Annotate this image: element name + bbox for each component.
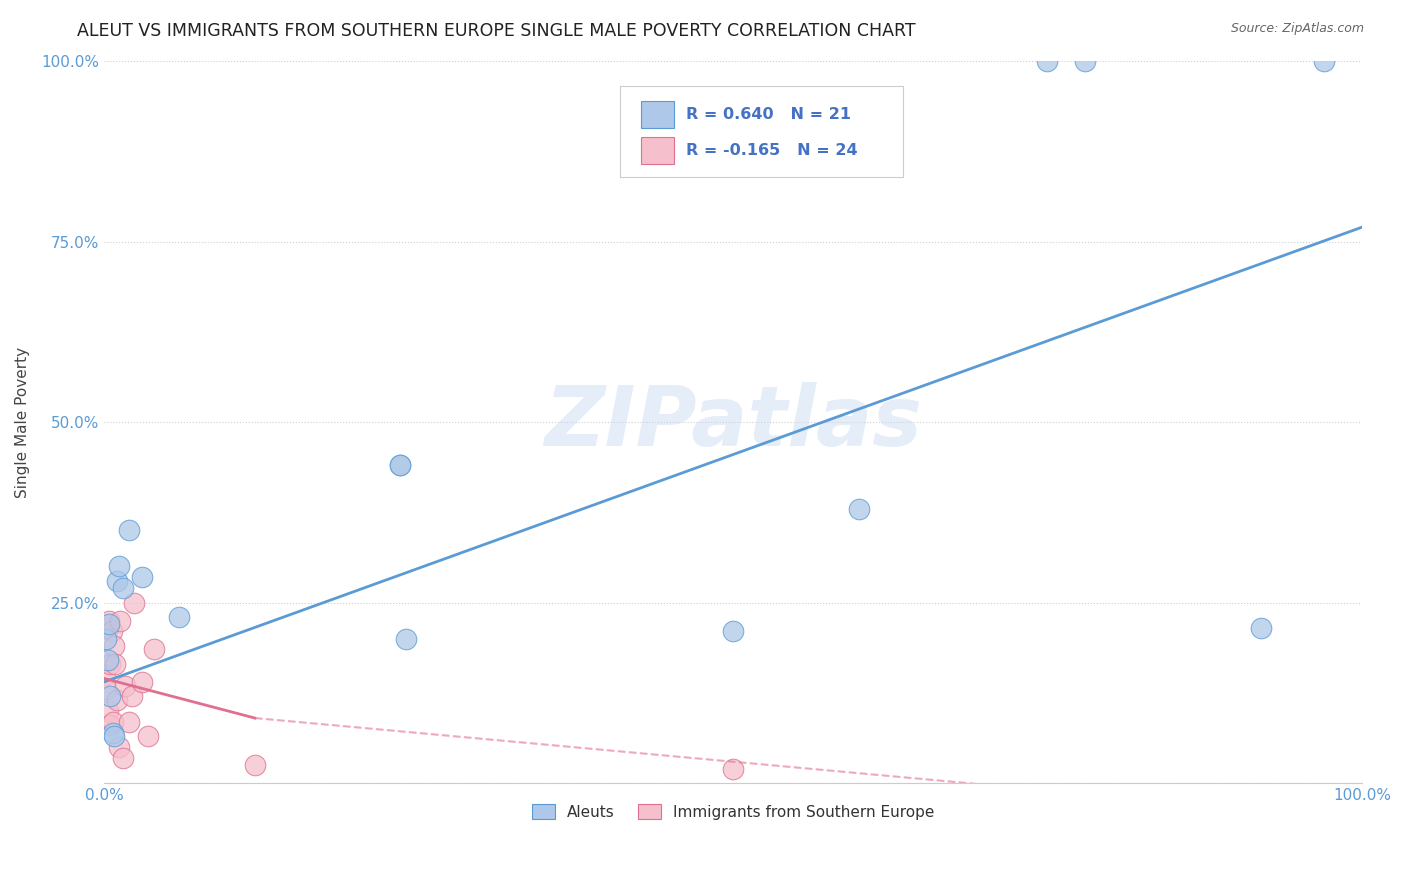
Point [111, 751, 134, 765]
Point [105, 574, 128, 588]
Point [143, 642, 166, 657]
Point [721, 762, 744, 776]
Point [395, 632, 418, 646]
Point [97, 704, 120, 718]
Text: Source: ZipAtlas.com: Source: ZipAtlas.com [1230, 22, 1364, 36]
Point [131, 675, 153, 690]
Point [96, 682, 118, 697]
Point [388, 458, 411, 473]
Point [97, 621, 120, 635]
Point [1313, 54, 1336, 69]
Point [103, 639, 125, 653]
Point [108, 739, 131, 754]
Point [101, 714, 124, 729]
Point [1074, 54, 1097, 69]
Point [118, 524, 141, 538]
Y-axis label: Single Male Poverty: Single Male Poverty [15, 346, 30, 498]
Point [131, 570, 153, 584]
Point [243, 758, 266, 772]
Text: R = -0.165   N = 24: R = -0.165 N = 24 [686, 143, 858, 158]
Point [118, 714, 141, 729]
Bar [641, 137, 673, 164]
Point [388, 458, 411, 473]
Point [848, 501, 870, 516]
Point [1250, 621, 1272, 635]
Point [104, 657, 127, 671]
Point [98, 617, 121, 632]
FancyBboxPatch shape [620, 87, 903, 177]
Point [108, 559, 131, 574]
Point [110, 614, 132, 628]
Point [105, 693, 128, 707]
Point [169, 610, 191, 624]
Point [136, 729, 159, 743]
Point [121, 690, 143, 704]
Point [122, 596, 145, 610]
Point [98, 718, 121, 732]
Point [114, 679, 136, 693]
Point [100, 624, 122, 639]
Text: R = 0.640   N = 21: R = 0.640 N = 21 [686, 107, 852, 122]
Point [1036, 54, 1059, 69]
Point [111, 581, 134, 595]
Point [101, 725, 124, 739]
Point [98, 614, 121, 628]
Point [103, 729, 125, 743]
Point [98, 657, 121, 671]
Legend: Aleuts, Immigrants from Southern Europe: Aleuts, Immigrants from Southern Europe [526, 797, 941, 826]
Point [97, 653, 120, 667]
Point [94, 667, 117, 681]
Point [721, 624, 744, 639]
Point [96, 632, 118, 646]
Text: ZIPatlas: ZIPatlas [544, 382, 922, 463]
Text: ALEUT VS IMMIGRANTS FROM SOUTHERN EUROPE SINGLE MALE POVERTY CORRELATION CHART: ALEUT VS IMMIGRANTS FROM SOUTHERN EUROPE… [77, 22, 915, 40]
Bar [641, 101, 673, 128]
Point [98, 690, 121, 704]
